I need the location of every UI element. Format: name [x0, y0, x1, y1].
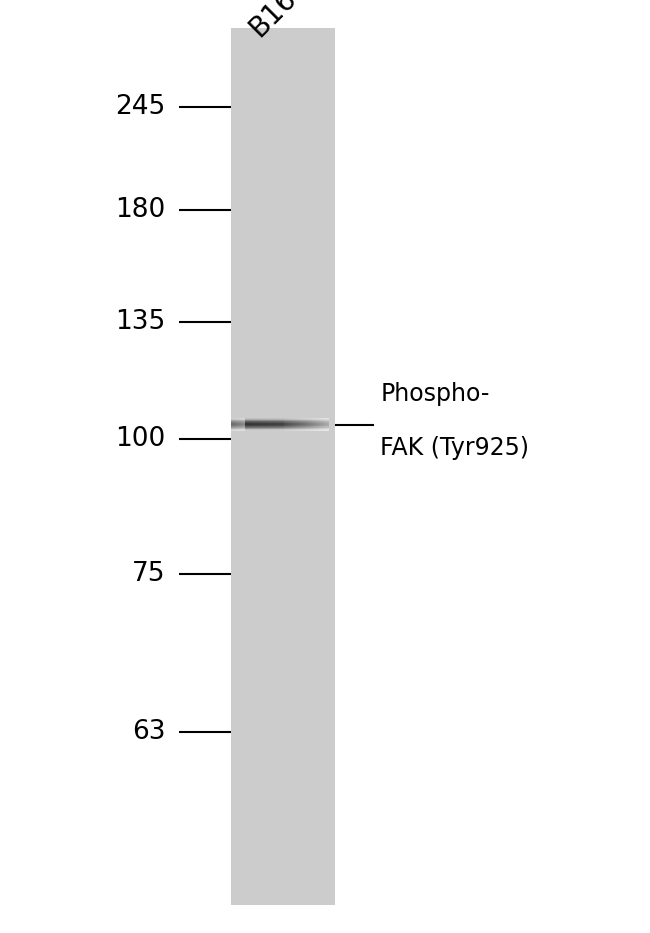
Bar: [231, 28, 335, 905]
Text: B16: B16: [244, 0, 302, 43]
Text: FAK (Tyr925): FAK (Tyr925): [380, 436, 529, 460]
Text: Phospho-: Phospho-: [380, 383, 489, 406]
Text: 63: 63: [132, 719, 166, 745]
Text: 135: 135: [116, 309, 166, 335]
Text: 180: 180: [116, 197, 166, 223]
Text: 100: 100: [116, 425, 166, 452]
Text: 75: 75: [132, 561, 166, 587]
Text: 245: 245: [116, 94, 166, 120]
